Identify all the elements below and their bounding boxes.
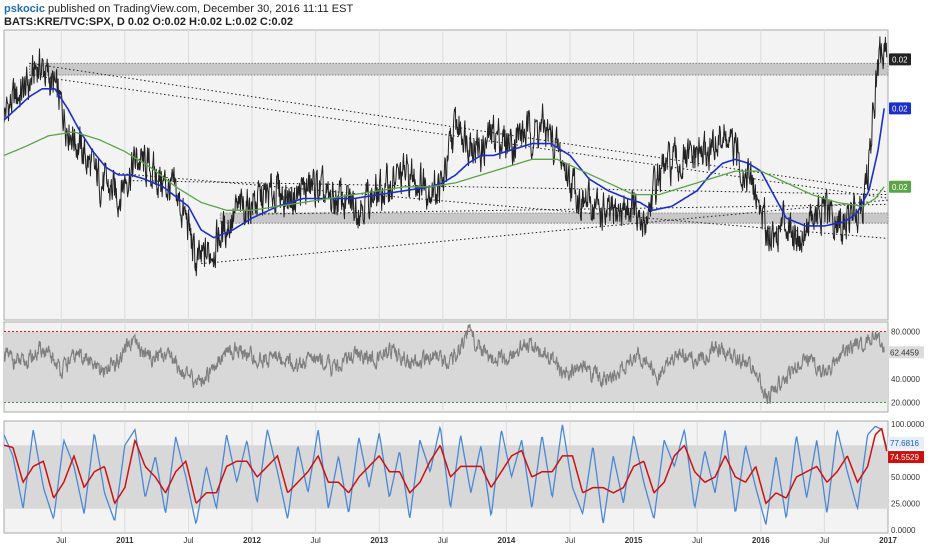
price-band-1 [219,212,889,224]
price-last-price: 0.02 [892,55,908,64]
stoch-tick-label: 25.0000 [891,499,920,508]
trendline-2 [118,172,888,239]
stoch-last-stoch_k-bg [888,436,924,449]
stoch-tick-label: 100.0000 [891,420,925,429]
rsi-last-label: 62.4459 [890,348,919,357]
rsi-tick-label: 80.0000 [891,327,920,336]
price-band-0 [29,62,889,76]
price-last-sma_fast-bg [889,102,911,115]
stoch-tick-label: 50.0000 [891,473,920,482]
x-tick-label: 2012 [243,536,261,545]
series-sma_fast [4,88,885,239]
x-tick-label: Jul [565,536,575,545]
series-rsi [4,323,885,404]
x-tick-label: 2013 [370,536,388,545]
x-tick-label: 2015 [625,536,643,545]
x-tick-label: Jul [438,536,448,545]
publish-line: pskocic published on TradingView.com, De… [4,3,353,15]
trendline-1 [29,74,888,199]
x-tick-label: Jul [183,536,193,545]
x-tick-label: Jul [819,536,829,545]
x-tick-label: 2011 [116,536,134,545]
price-last-sma_fast: 0.02 [892,104,908,113]
x-tick-label: 2017 [879,536,897,545]
author-link[interactable]: pskocic [4,3,45,15]
rsi-tick-label: 20.0000 [891,399,920,408]
series-sma_slow [4,131,885,211]
x-tick-label: 2016 [752,536,770,545]
x-tick-label: Jul [56,536,66,545]
price-last-price-bg [889,53,911,66]
trendline-0 [29,62,888,193]
x-tick-label: 2014 [498,536,516,545]
trendline-3 [124,179,888,196]
x-tick-label: Jul [311,536,321,545]
publish-info: published on TradingView.com, December 3… [48,3,354,15]
rsi-last-bg [888,346,924,359]
price-last-sma_slow: 0.02 [892,183,908,192]
series-stoch_d [4,427,888,505]
stoch-last-stoch_k: 77.6816 [890,439,919,448]
stoch-last-stoch_d-bg [888,451,924,464]
price-last-sma_slow-bg [889,180,911,193]
symbol-line: BATS:KRE/TVC:SPX, D 0.02 O:0.02 H:0.02 L… [4,16,293,28]
trendline-4 [201,199,888,265]
stoch-last-stoch_d: 74.5529 [890,453,919,462]
x-tick-label: Jul [692,536,702,545]
stoch-tick-label: 0.0000 [891,526,916,535]
series-price [4,36,888,277]
rsi-tick-label: 40.0000 [891,375,920,384]
